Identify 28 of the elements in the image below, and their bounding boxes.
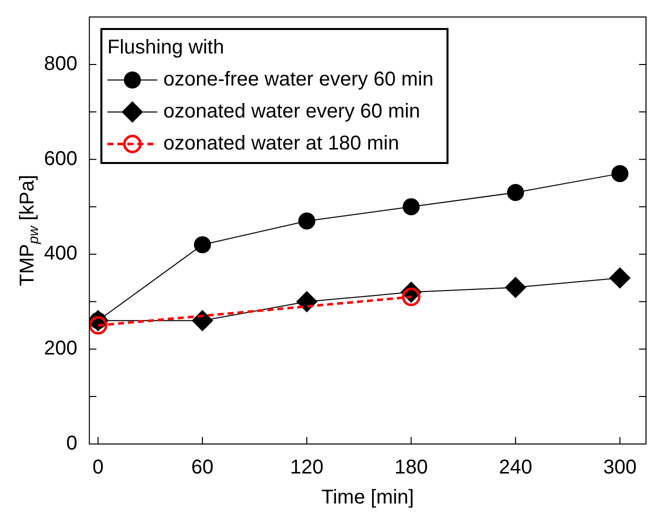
x-tick-label: 240 (498, 456, 532, 479)
point (609, 267, 630, 288)
y-tick-label: 800 (44, 52, 78, 75)
point (298, 212, 316, 230)
y-tick-label: 600 (44, 148, 78, 170)
x-tick-label: 120 (290, 456, 324, 479)
x-tick-label: 180 (394, 456, 428, 479)
point (402, 198, 420, 216)
y-axis-title: TMPpw [kPa] (16, 174, 41, 286)
x-axis-title: Time [min] (321, 486, 414, 509)
x-tick-label: 300 (603, 456, 637, 479)
y-tick-label: 400 (44, 242, 78, 265)
point (505, 276, 526, 298)
x-tick-label: 60 (191, 456, 214, 479)
point (192, 310, 213, 332)
y-tick-label: 0 (66, 432, 78, 455)
legend-label: ozone-free water every 60 min (163, 68, 434, 91)
point (507, 184, 524, 202)
legend-title: Flushing with (107, 36, 224, 59)
legend-label: ozonated water at 180 min (163, 132, 400, 155)
point (89, 316, 108, 335)
x-tick-label: 0 (92, 456, 104, 479)
legend-label: ozonated water every 60 min (163, 100, 420, 123)
point (194, 236, 211, 254)
point (296, 291, 318, 312)
point (402, 288, 420, 306)
point (611, 165, 628, 182)
y-tick-label: 200 (44, 338, 78, 360)
